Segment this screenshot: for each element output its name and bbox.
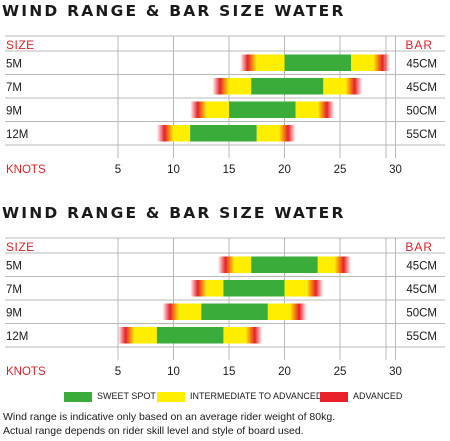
chart-1-bar-12M-sweet-spot <box>190 125 257 142</box>
chart-2-bar-7M-advanced-high <box>306 280 324 297</box>
chart-2-bar-5M-intermediate-high <box>317 256 335 273</box>
chart-1-bar-12M-intermediate-low <box>173 125 191 142</box>
chart-2-x-tick-30: 30 <box>389 366 402 378</box>
chart-2-bar-5M-intermediate-low <box>234 256 252 273</box>
chart-2-row-bar-7M: 45CM <box>406 284 437 296</box>
chart-2-x-tick-20: 20 <box>278 366 291 378</box>
chart-1-bar-12M-intermediate-high <box>256 125 279 142</box>
chart-1-title: WIND RANGE & BAR SIZE WATER <box>2 2 346 20</box>
chart-2-bar-7M-intermediate-high <box>284 280 307 297</box>
chart-2-bar-9M-advanced-low <box>162 303 180 320</box>
chart-1-row-bar-7M: 45CM <box>406 82 437 94</box>
chart-2-row-size-5M: 5M <box>6 260 22 272</box>
chart-2-x-tick-5: 5 <box>115 366 121 378</box>
chart-2-row-bar-5M: 45CM <box>406 260 437 272</box>
chart-2-size-header: SIZE <box>6 240 35 254</box>
chart-1-bar-7M-sweet-spot <box>251 78 324 95</box>
chart-1-bar-5M-advanced-low <box>240 54 257 71</box>
chart-2-x-tick-10: 10 <box>167 366 180 378</box>
chart-2-bar-5M-advanced-low <box>217 256 235 273</box>
chart-2-row-bar-9M: 50CM <box>406 307 437 319</box>
chart-1-row-bar-12M: 55CM <box>406 129 437 141</box>
chart-1-bar-7M-intermediate-low <box>229 78 252 95</box>
chart-1-bar-7M-advanced-high <box>345 78 363 95</box>
chart-1-bar-5M-intermediate-high <box>351 54 374 71</box>
chart-1-bar-5M-advanced-high <box>373 54 390 71</box>
chart-2-bar-12M-advanced-low <box>118 327 135 344</box>
chart-2-row-size-12M: 12M <box>6 331 28 343</box>
chart-1-row-bar-5M: 45CM <box>406 58 437 70</box>
chart-2-bar-12M-sweet-spot <box>156 327 224 344</box>
chart-1-bar-header: BAR <box>405 38 433 52</box>
chart-2-bar-12M-intermediate-low <box>134 327 157 344</box>
chart-2-row-size-7M: 7M <box>6 284 22 296</box>
chart-2-bar-header: BAR <box>405 240 433 254</box>
legend: SWEET SPOT INTERMEDIATE TO ADVANCED ADVA… <box>0 390 450 404</box>
legend-swatch-advanced <box>320 392 348 402</box>
chart-1-x-tick-15: 15 <box>223 164 236 176</box>
chart-2-bar-5M-advanced-high <box>334 256 352 273</box>
chart-1-row-size-9M: 9M <box>6 105 22 117</box>
chart-2-bar-9M-intermediate-high <box>267 303 291 320</box>
chart-1-bar-5M-sweet-spot <box>284 54 352 71</box>
chart-2-x-tick-25: 25 <box>334 366 347 378</box>
chart-1-bar-9M-advanced-low <box>190 101 207 118</box>
chart-1-bar-12M-advanced-low <box>156 125 174 142</box>
chart-2-bar-7M-intermediate-low <box>206 280 224 297</box>
chart-2-bar-7M-sweet-spot <box>223 280 285 297</box>
legend-label-sweet-spot: SWEET SPOT <box>97 391 156 401</box>
chart-2-bar-12M-advanced-high <box>245 327 263 344</box>
chart-1-row-size-5M: 5M <box>6 58 22 70</box>
chart-1-bar-12M-advanced-high <box>278 125 296 142</box>
chart-1-x-axis-label: KNOTS <box>6 164 46 176</box>
footnote-line-1: Wind range is indicative only based on a… <box>3 411 336 423</box>
chart-1-bar-9M-sweet-spot <box>229 101 296 118</box>
chart-1-x-tick-10: 10 <box>167 164 180 176</box>
chart-1-bar-7M-intermediate-high <box>323 78 346 95</box>
chart-2-x-tick-15: 15 <box>223 366 236 378</box>
chart-1-x-tick-30: 30 <box>389 164 402 176</box>
chart-2-bar-9M-sweet-spot <box>201 303 268 320</box>
legend-label-intermediate: INTERMEDIATE TO ADVANCED <box>190 391 323 401</box>
legend-swatch-intermediate <box>157 392 185 402</box>
chart-1-x-tick-5: 5 <box>115 164 121 176</box>
chart-2-row-size-9M: 9M <box>6 307 22 319</box>
chart-1-size-header: SIZE <box>6 38 35 52</box>
chart-1-row-size-12M: 12M <box>6 129 28 141</box>
chart-1-bar-9M-intermediate-low <box>206 101 229 118</box>
chart-1-x-tick-20: 20 <box>278 164 291 176</box>
legend-label-advanced: ADVANCED <box>353 391 403 401</box>
chart-2-bar-12M-intermediate-high <box>223 327 246 344</box>
chart-1-row-bar-9M: 50CM <box>406 105 437 117</box>
chart-1-bar-9M-intermediate-high <box>295 101 318 118</box>
chart-2-bar-9M-advanced-high <box>290 303 307 320</box>
chart-1-bar-9M-advanced-high <box>317 101 335 118</box>
chart-2-row-bar-12M: 55CM <box>406 331 437 343</box>
legend-swatch-sweet-spot <box>64 392 92 402</box>
footnote-line-2: Actual range depends on rider skill leve… <box>3 425 304 437</box>
chart-2-bar-7M-advanced-low <box>190 280 207 297</box>
chart-1-row-size-7M: 7M <box>6 82 22 94</box>
chart-1-bar-5M-intermediate-low <box>256 54 285 71</box>
chart-1-bar-7M-advanced-low <box>212 78 229 95</box>
chart-2-bar-9M-intermediate-low <box>179 303 202 320</box>
chart-2-x-axis-label: KNOTS <box>6 366 46 378</box>
chart-2-title: WIND RANGE & BAR SIZE WATER <box>2 204 346 222</box>
chart-2-bar-5M-sweet-spot <box>251 256 318 273</box>
chart-1-x-tick-25: 25 <box>334 164 347 176</box>
